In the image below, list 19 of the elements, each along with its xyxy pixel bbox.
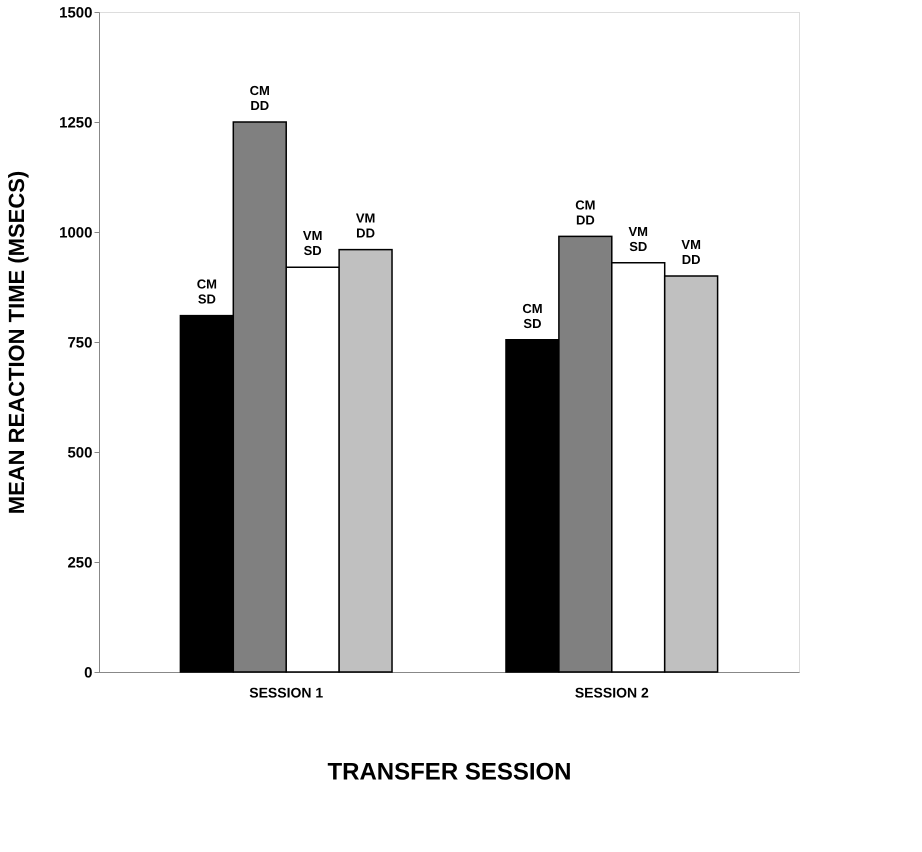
text: VM SD: [628, 224, 648, 254]
y-tick-label: 500: [67, 444, 92, 462]
text: CM DD: [575, 197, 596, 228]
series-label: CM SD: [196, 276, 217, 307]
x-tick-label: SESSION 1: [249, 684, 324, 700]
y-tick-label: 750: [67, 334, 92, 352]
y-tick-label: 1000: [59, 224, 92, 242]
y-tick-label: 0: [84, 664, 92, 682]
x-tick-label: SESSION 2: [574, 684, 649, 700]
y-tick-label: 1500: [59, 4, 92, 22]
series-label: VM SD: [302, 228, 322, 258]
x-axis-title: TRANSFER SESSION: [327, 758, 572, 786]
series-label: VM DD: [356, 210, 376, 241]
y-tick-label: 250: [67, 554, 92, 572]
y-tick-label: 1250: [59, 114, 92, 132]
series-label: CM DD: [250, 83, 270, 113]
text: VM DD: [681, 237, 701, 267]
text: CM SD: [522, 300, 543, 331]
y-axis-title: MEAN REACTION TIME (MSECS): [4, 170, 30, 514]
